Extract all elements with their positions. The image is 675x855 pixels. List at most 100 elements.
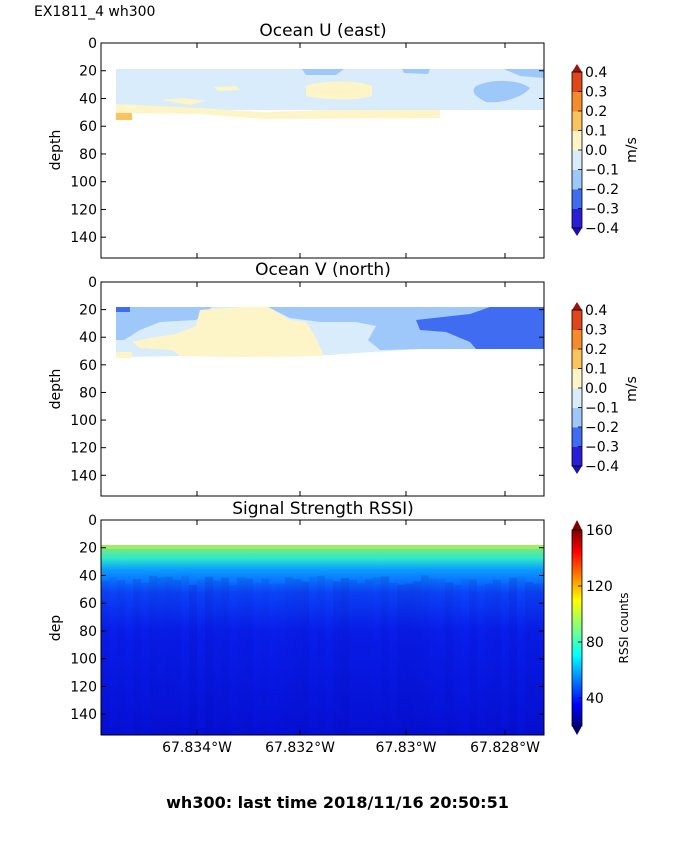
colorbar-tick-label: 0.4 <box>585 303 607 319</box>
rssi-column-shade <box>101 580 109 735</box>
rssi-column-shade <box>533 583 541 735</box>
y-tick-label: 100 <box>70 652 97 668</box>
y-tick-label: 80 <box>79 385 97 401</box>
colorbar-bottom-cap <box>572 466 582 474</box>
rssi-column-shade <box>469 579 477 735</box>
rssi-column-shade <box>453 584 461 735</box>
colorbar-tick-label: 0.1 <box>585 362 607 378</box>
colorbar-tick-label: −0.2 <box>585 182 619 198</box>
rssi-column-shade <box>125 583 133 735</box>
page-title: EX1811_4 wh300 <box>34 4 156 20</box>
u-patch-cream-1 <box>306 81 372 100</box>
y-tick-label: 40 <box>79 91 97 107</box>
rssi-column-shade <box>349 579 357 735</box>
rssi-column-shade <box>173 579 181 735</box>
colorbar-level <box>572 91 582 112</box>
colorbar-tick-label: 0.3 <box>585 85 607 101</box>
rssi-cbar-tick-label: 120 <box>586 579 613 595</box>
colorbar-level <box>572 208 582 229</box>
u-band-cream <box>116 104 440 119</box>
y-tick-label: 20 <box>79 64 97 80</box>
rssi-column-shade <box>373 577 381 735</box>
colorbar-tick-label: −0.1 <box>585 163 619 179</box>
x-tick-label: 67.83°W <box>376 740 437 756</box>
colorbar-top-cap <box>572 302 582 310</box>
v-axes-frame <box>100 281 545 497</box>
u-patch-mid-3 <box>473 80 530 103</box>
rssi-column-shade <box>269 584 277 735</box>
rssi-column-shade <box>357 583 365 735</box>
rssi-column-shade <box>189 584 197 735</box>
rssi-x-ticks: 67.834°W 67.832°W 67.83°W 67.828°W <box>162 520 540 756</box>
y-tick-label: 80 <box>79 147 97 163</box>
rssi-column-shade <box>325 579 333 735</box>
rssi-column-shade <box>541 583 544 735</box>
rssi-column-shade <box>333 581 341 735</box>
rssi-column-shade <box>509 577 517 735</box>
y-tick-label: 120 <box>70 679 97 695</box>
colorbar-level <box>572 169 582 190</box>
rssi-column-shade <box>197 579 205 735</box>
rssi-column-shade <box>237 577 245 735</box>
colorbar-level <box>572 446 582 467</box>
y-tick-label: 0 <box>88 275 97 291</box>
rssi-column-shade <box>381 576 389 735</box>
y-tick-label: 140 <box>70 468 97 484</box>
rssi-column-shade <box>133 579 141 735</box>
rssi-column-shade <box>165 576 173 735</box>
colorbar-tick-label: 0.0 <box>585 143 607 159</box>
colorbar-level <box>572 130 582 151</box>
rssi-column-shade <box>205 576 213 735</box>
rssi-y-ticks: 0 20 40 60 80 100 120 140 <box>70 513 544 723</box>
colorbar-level <box>572 329 582 350</box>
rssi-column-shade <box>149 575 157 735</box>
colorbar-tick-label: −0.3 <box>585 202 619 218</box>
colorbar-level <box>572 310 582 330</box>
rssi-column-shade <box>421 575 429 735</box>
u-title: Ocean U (east) <box>259 21 386 41</box>
y-tick-label: 140 <box>70 230 97 246</box>
y-tick-label: 60 <box>79 358 97 374</box>
colorbar-level <box>572 368 582 389</box>
colorbar-tick-label: −0.4 <box>585 221 619 237</box>
colorbar-bottom-cap <box>572 228 582 236</box>
x-tick-label: 67.828°W <box>470 740 540 756</box>
v-patch-mid-left <box>116 307 212 340</box>
rssi-column-shade <box>221 577 229 735</box>
rssi-cbar-label: RSSI counts <box>617 592 631 663</box>
rssi-column-shade <box>437 578 445 735</box>
rssi-colorbar: 160 120 80 40 <box>571 520 613 735</box>
rssi-column-shade <box>293 579 301 735</box>
rssi-cbar-tick-label: 160 <box>586 523 613 539</box>
y-tick-label: 60 <box>79 596 97 612</box>
rssi-column-shade <box>413 581 421 735</box>
rssi-column-shade <box>477 584 485 735</box>
y-tick-label: 0 <box>88 513 97 529</box>
rssi-title: Signal Strength RSSI) <box>232 499 414 519</box>
colorbar-level <box>572 407 582 428</box>
u-patch-mid-1 <box>302 69 344 75</box>
u-patch-mid-4 <box>504 69 544 78</box>
u-patch-cream-2 <box>160 98 206 105</box>
colorbar-tick-label: −0.1 <box>585 401 619 417</box>
y-tick-label: 40 <box>79 568 97 584</box>
rssi-column-shade <box>285 577 293 735</box>
rssi-field <box>101 545 544 735</box>
v-patch-dark <box>416 307 544 349</box>
rssi-columns <box>101 545 544 735</box>
colorbar-tick-label: 0.4 <box>585 65 607 81</box>
rssi-column-shade <box>341 578 349 735</box>
rssi-column-shade <box>141 582 149 735</box>
u-patch-orange <box>116 113 132 120</box>
y-tick-label: 60 <box>79 119 97 135</box>
u-ylabel: depth <box>48 130 64 171</box>
rssi-column-shade <box>365 579 373 735</box>
rssi-cbar-ticks: 160 120 80 40 <box>578 523 613 707</box>
rssi-column-shade <box>397 584 405 735</box>
rssi-column-shade <box>261 578 269 735</box>
rssi-top-green <box>101 545 544 549</box>
panel-ocean-u: Ocean U (east) depth 020406080100120140 … <box>48 21 640 259</box>
v-x-ticks <box>196 282 506 496</box>
rssi-column-shade <box>429 578 437 735</box>
